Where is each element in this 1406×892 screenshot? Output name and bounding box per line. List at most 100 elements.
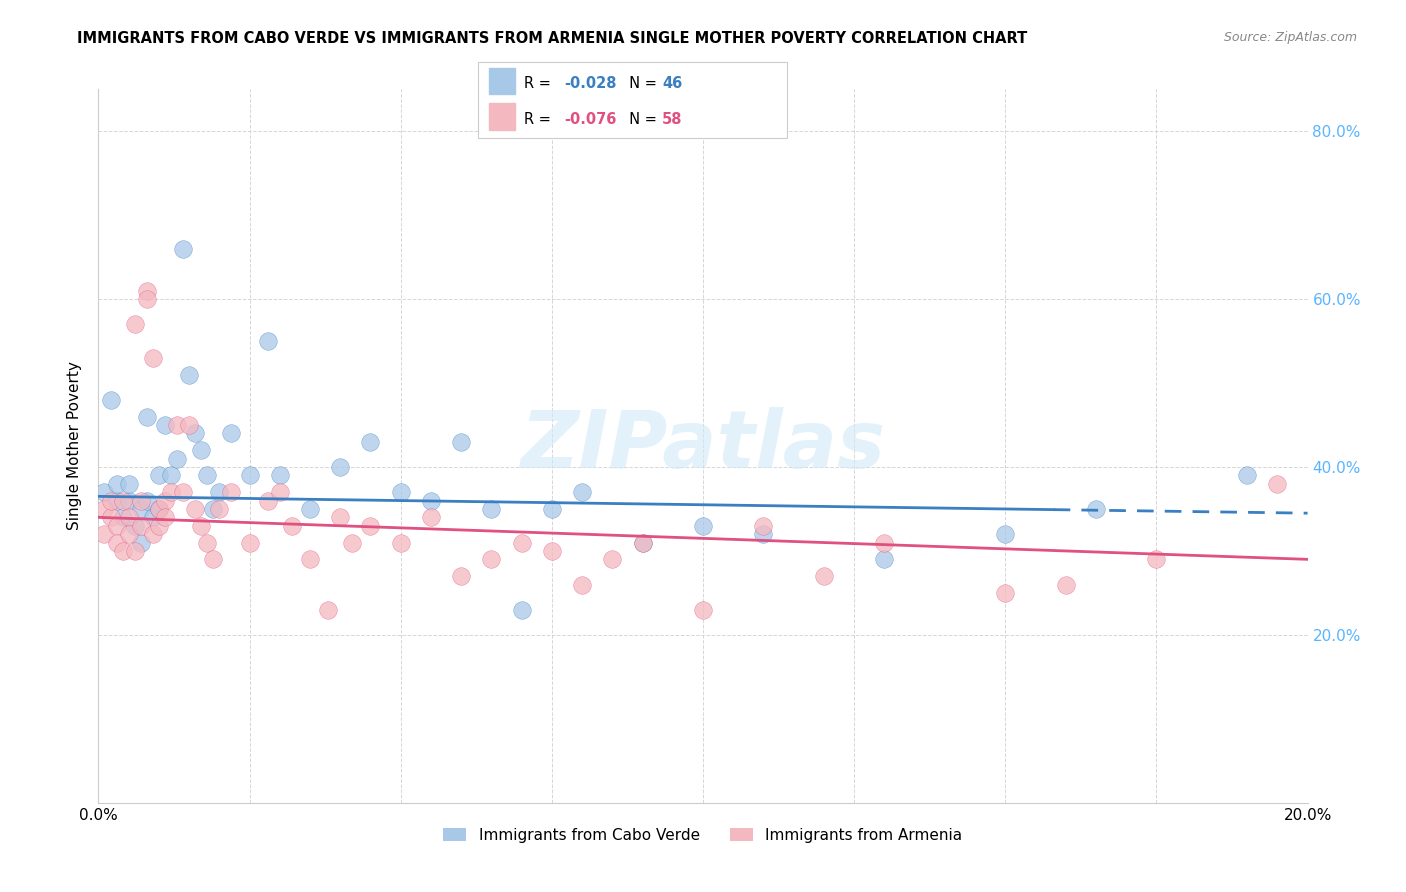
Point <box>316 603 339 617</box>
Point <box>124 518 146 533</box>
Point <box>135 409 157 424</box>
Point <box>105 493 128 508</box>
Point <box>148 502 170 516</box>
Point <box>692 603 714 617</box>
Point <box>166 417 188 432</box>
Point <box>148 468 170 483</box>
Text: -0.076: -0.076 <box>564 112 616 127</box>
Point <box>239 468 262 483</box>
Point <box>135 292 157 306</box>
Point <box>118 527 141 541</box>
Point <box>129 493 152 508</box>
Point <box>148 518 170 533</box>
Point <box>389 535 412 549</box>
Point <box>481 502 503 516</box>
Point <box>540 544 562 558</box>
Point <box>450 569 472 583</box>
Point <box>142 510 165 524</box>
Point <box>329 460 352 475</box>
Point <box>142 351 165 365</box>
Point <box>93 485 115 500</box>
Point <box>142 527 165 541</box>
Point <box>118 510 141 524</box>
Text: IMMIGRANTS FROM CABO VERDE VS IMMIGRANTS FROM ARMENIA SINGLE MOTHER POVERTY CORR: IMMIGRANTS FROM CABO VERDE VS IMMIGRANTS… <box>77 31 1028 46</box>
Point <box>129 535 152 549</box>
Point <box>1267 476 1289 491</box>
Point <box>481 552 503 566</box>
Point <box>420 510 443 524</box>
Point <box>202 502 225 516</box>
Point <box>571 577 593 591</box>
Point <box>100 493 122 508</box>
Point <box>111 544 134 558</box>
Point <box>692 518 714 533</box>
Point <box>105 518 128 533</box>
Point <box>873 552 896 566</box>
Text: 46: 46 <box>662 76 682 91</box>
Point <box>184 426 207 441</box>
Point <box>239 535 262 549</box>
Point <box>299 502 322 516</box>
Point <box>111 510 134 524</box>
Legend: Immigrants from Cabo Verde, Immigrants from Armenia: Immigrants from Cabo Verde, Immigrants f… <box>437 822 969 848</box>
Point <box>1236 468 1258 483</box>
Point <box>389 485 412 500</box>
Point <box>360 434 382 449</box>
Point <box>281 518 304 533</box>
Text: ZIPatlas: ZIPatlas <box>520 407 886 485</box>
Point <box>1054 577 1077 591</box>
Point <box>631 535 654 549</box>
Point <box>172 485 194 500</box>
Point <box>342 535 364 549</box>
Point <box>195 535 218 549</box>
Point <box>1144 552 1167 566</box>
Text: Source: ZipAtlas.com: Source: ZipAtlas.com <box>1223 31 1357 45</box>
Point <box>153 493 176 508</box>
Point <box>172 242 194 256</box>
Point <box>813 569 835 583</box>
Point <box>118 493 141 508</box>
Point <box>179 368 201 382</box>
Point <box>118 476 141 491</box>
Point <box>208 485 231 500</box>
Point <box>256 493 278 508</box>
Point <box>256 334 278 348</box>
Point <box>135 284 157 298</box>
Point <box>124 544 146 558</box>
Point <box>105 535 128 549</box>
Text: N =: N = <box>620 112 662 127</box>
Text: R =: R = <box>524 112 555 127</box>
Point <box>100 510 122 524</box>
Point <box>540 502 562 516</box>
Point <box>129 502 152 516</box>
Point <box>184 502 207 516</box>
Point <box>105 476 128 491</box>
Point <box>510 535 533 549</box>
Point <box>148 502 170 516</box>
Point <box>752 518 775 533</box>
Point <box>166 451 188 466</box>
Point <box>124 318 146 332</box>
Text: N =: N = <box>620 76 662 91</box>
Point <box>221 485 243 500</box>
Point <box>93 527 115 541</box>
Point <box>202 552 225 566</box>
Point <box>269 485 291 500</box>
Text: -0.028: -0.028 <box>564 76 616 91</box>
Point <box>100 392 122 407</box>
Point <box>1085 502 1108 516</box>
Point <box>111 493 134 508</box>
Point <box>195 468 218 483</box>
Point <box>190 443 212 458</box>
Text: R =: R = <box>524 76 555 91</box>
Point <box>994 527 1017 541</box>
Point <box>208 502 231 516</box>
Point <box>873 535 896 549</box>
Text: 58: 58 <box>662 112 683 127</box>
Point <box>135 493 157 508</box>
Point <box>510 603 533 617</box>
Point <box>269 468 291 483</box>
Point <box>299 552 322 566</box>
Point <box>360 518 382 533</box>
Point <box>179 417 201 432</box>
